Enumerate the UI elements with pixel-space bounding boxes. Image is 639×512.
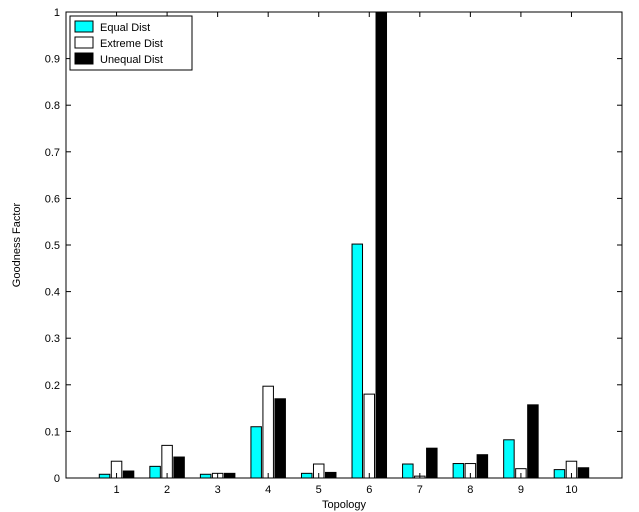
x-tick-label: 1 [113,484,119,496]
x-axis-ticks: 1 2 3 4 5 6 7 8 9 10 [113,12,578,496]
bar-unequal-dist-topology-2 [173,456,185,479]
bar-unequal-dist-topology-4 [274,398,286,479]
y-tick-label: 0.6 [45,193,60,205]
x-tick-label: 6 [366,484,372,496]
bar-unequal-dist-topology-9 [527,404,539,479]
x-tick-label: 5 [316,484,322,496]
bar-equal-dist-topology-2 [149,465,161,479]
bar-equal-dist-topology-4 [250,426,262,479]
bar-equal-dist-topology-8 [452,463,465,479]
bar-unequal-dist-topology-1 [122,470,135,479]
bar-extreme-dist-topology-6 [363,393,376,479]
plot-area [66,12,622,478]
y-tick-label: 0 [54,473,60,485]
legend-swatch-equal-dist [74,20,94,33]
legend-swatch-extreme-dist [74,36,94,49]
bar-unequal-dist-topology-5 [324,471,337,479]
bar-extreme-dist-topology-4 [262,385,274,479]
legend: Equal Dist Extreme Dist Unequal Dist [69,15,193,71]
y-tick-label: 0.2 [45,380,60,392]
bar-equal-dist-topology-6 [351,243,364,479]
x-tick-label: 9 [518,484,524,496]
y-axis-ticks: 0 0.1 0.2 0.3 0.4 0.5 0.6 0.7 0.8 0.9 1 [45,7,622,485]
y-tick-label: 0.8 [45,100,60,112]
x-tick-label: 2 [164,484,170,496]
bar-equal-dist-topology-1 [98,473,111,479]
y-tick-label: 0.3 [45,333,60,345]
legend-label: Extreme Dist [100,38,163,50]
y-axis-title: Goodness Factor [11,202,23,287]
bar-equal-dist-topology-5 [300,472,313,479]
y-tick-label: 0.9 [45,54,60,66]
bar-unequal-dist-topology-8 [476,454,489,479]
x-tick-label: 7 [417,484,423,496]
bar-unequal-dist-topology-6 [375,11,388,479]
y-tick-label: 0.1 [45,426,60,438]
bar-equal-dist-topology-7 [402,463,414,479]
x-tick-label: 8 [467,484,473,496]
bar-equal-dist-topology-10 [553,469,566,479]
legend-swatch-unequal-dist [74,52,94,65]
bar-equal-dist-topology-3 [199,473,212,479]
bar-equal-dist-topology-9 [503,439,515,479]
x-axis-title: Topology [322,499,367,511]
y-tick-label: 0.7 [45,147,60,159]
x-tick-label: 4 [265,484,271,496]
bar-unequal-dist-topology-10 [577,467,590,479]
x-tick-label: 3 [215,484,221,496]
y-tick-label: 1 [54,7,60,19]
y-tick-label: 0.5 [45,240,60,252]
y-tick-label: 0.4 [45,287,60,299]
x-tick-label: 10 [565,484,577,496]
bar-unequal-dist-topology-3 [223,472,236,479]
legend-label: Unequal Dist [100,54,163,66]
legend-label: Equal Dist [100,22,150,34]
bar-unequal-dist-topology-7 [426,447,438,479]
